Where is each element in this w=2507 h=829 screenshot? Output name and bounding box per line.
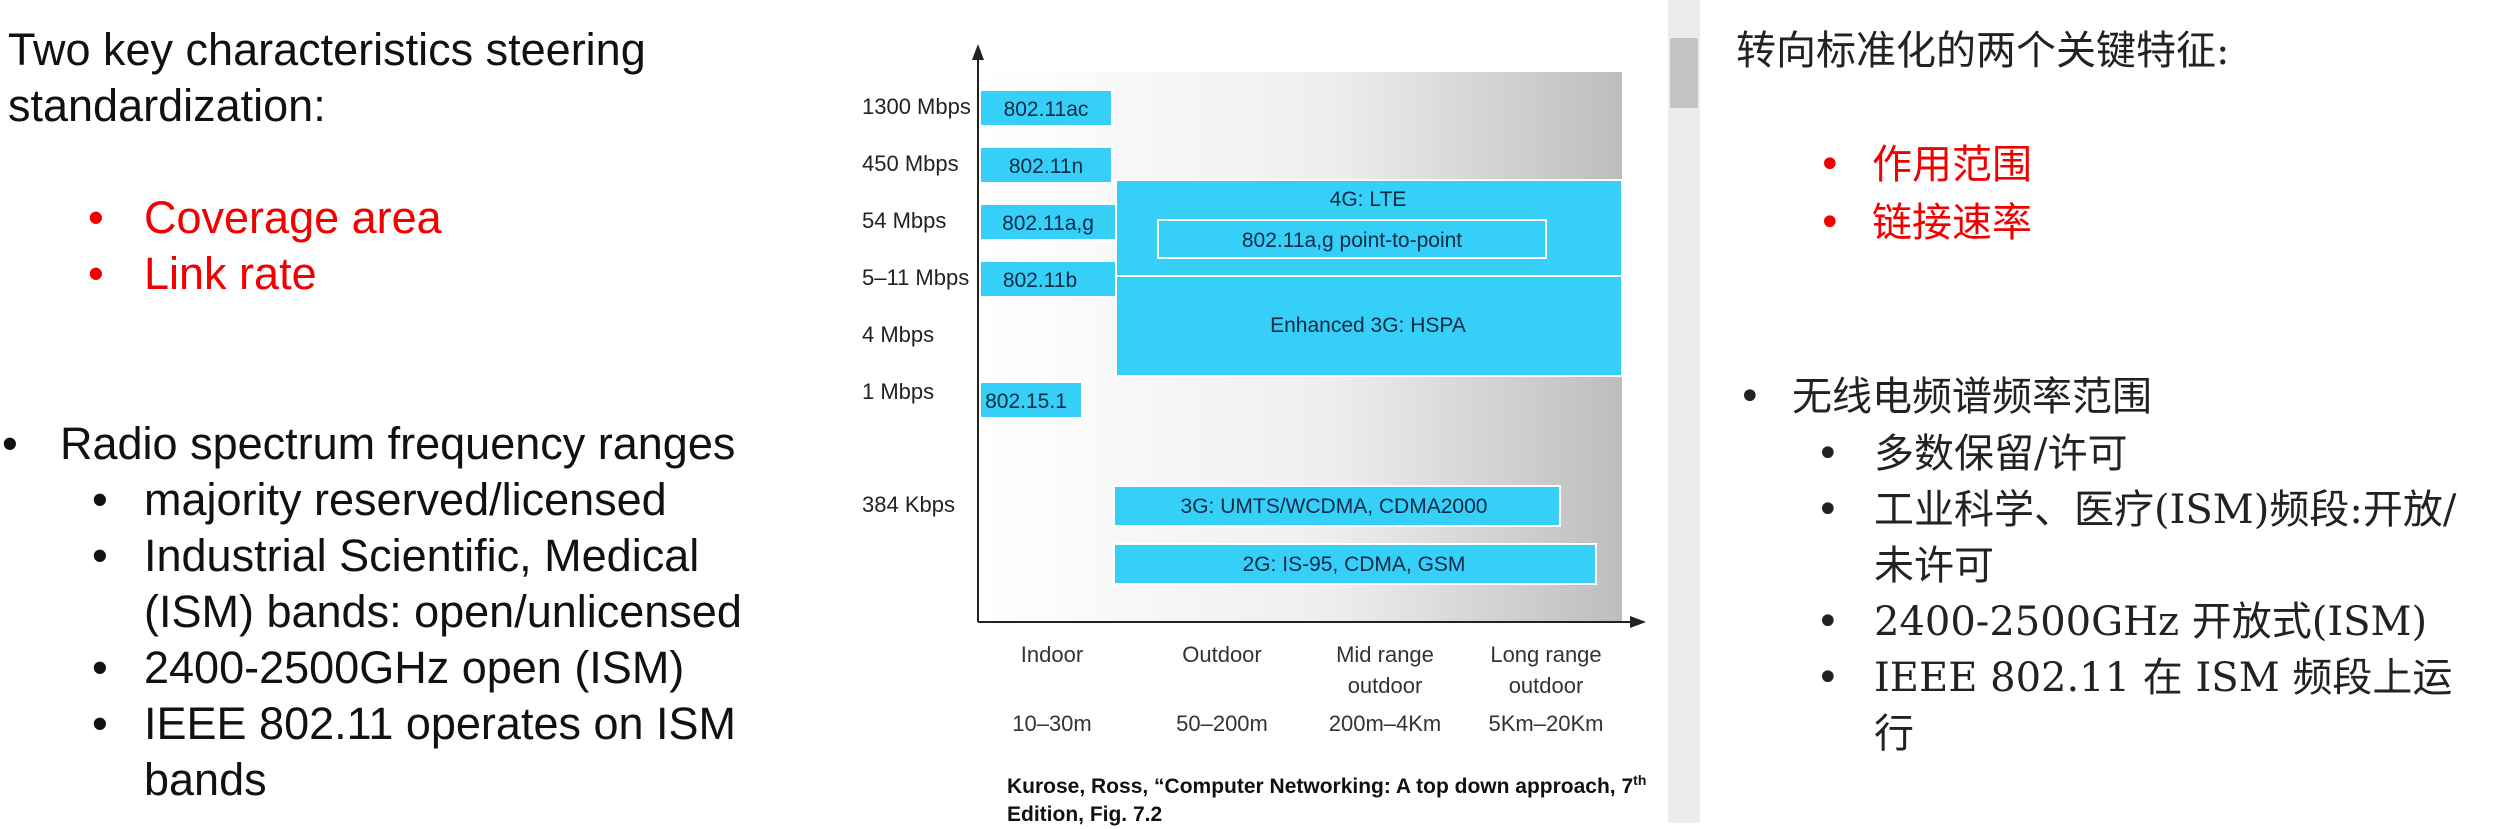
- x-tick-label: Indoor: [1021, 642, 1083, 667]
- bar-2g: [1113, 543, 1597, 585]
- sub-bullet-zh: IEEE 802.11 在 ISM 频段上运行: [1816, 650, 2476, 762]
- chinese-slide: 转向标准化的两个关键特征: 作用范围 链接速率 无线电频谱频率范围 多数保留/许…: [1700, 0, 2507, 823]
- bar-80211ag-point-to-point: [1157, 219, 1547, 259]
- chart-svg: 1300 Mbps 450 Mbps 54 Mbps 5–11 Mbps 4 M…: [862, 44, 1646, 736]
- y-tick-label: 384 Kbps: [862, 492, 955, 517]
- bullet-list-zh: 无线电频谱频率范围: [1736, 368, 2152, 426]
- red-bullet-link-rate: Link rate: [88, 246, 442, 302]
- y-tick-label: 5–11 Mbps: [862, 265, 969, 290]
- bar-label: 3G: UMTS/WCDMA, CDMA2000: [1181, 495, 1488, 518]
- x-range-label: 5Km–20Km: [1489, 711, 1604, 736]
- red-bullet-list: Coverage area Link rate: [88, 190, 442, 302]
- vertical-scrollbar[interactable]: [1668, 0, 1700, 823]
- bar-label: 802.11ac: [1004, 98, 1089, 121]
- slide-heading: Two key characteristics steering standar…: [8, 24, 646, 131]
- bullet-zh: 无线电频谱频率范围: [1736, 368, 2152, 426]
- y-tick-label: 1 Mbps: [862, 379, 934, 404]
- bar-3g-umts: [1113, 485, 1561, 527]
- x-tick-label: Outdoor: [1182, 642, 1262, 667]
- y-tick-label: 450 Mbps: [862, 151, 959, 176]
- sub-bullet: IEEE 802.11 operates on ISM bands: [88, 696, 808, 808]
- bar-80211b: [979, 260, 1117, 298]
- figure-caption: Kurose, Ross, “Computer Networking: A to…: [1007, 766, 1647, 829]
- sub-bullet-zh: 多数保留/许可: [1816, 426, 2476, 482]
- y-tick-label: 54 Mbps: [862, 208, 946, 233]
- x-range-label: 200m–4Km: [1329, 711, 1442, 736]
- red-bullet-zh: 链接速率: [1818, 194, 2032, 252]
- bar-80211ag: [979, 203, 1117, 241]
- sub-bullet: 2400-2500GHz open (ISM): [88, 640, 808, 696]
- red-bullet-zh: 作用范围: [1818, 136, 2032, 194]
- sub-bullet-zh: 工业科学、医疗(ISM)频段:开放/未许可: [1816, 482, 2476, 594]
- y-tick-label: 4 Mbps: [862, 322, 934, 347]
- y-tick-label: 1300 Mbps: [862, 94, 971, 119]
- caption-text: Kurose, Ross, “Computer Networking: A to…: [1007, 775, 1634, 798]
- red-bullet-list-zh: 作用范围 链接速率: [1818, 136, 2032, 252]
- caption-text-end: Edition, Fig. 7.2: [1007, 803, 1163, 826]
- x-tick-label: Long range outdoor: [1490, 642, 1601, 698]
- bar-80211ac: [979, 89, 1113, 127]
- bar-label: 4G: LTE: [1330, 188, 1407, 211]
- x-tick-label: Mid range outdoor: [1336, 642, 1434, 698]
- red-bullet-coverage: Coverage area: [88, 190, 442, 246]
- wireless-standards-chart: 1300 Mbps 450 Mbps 54 Mbps 5–11 Mbps 4 M…: [840, 30, 1670, 823]
- scrollbar-thumb[interactable]: [1670, 38, 1698, 108]
- bullet-radio-spectrum: Radio spectrum frequency ranges: [0, 416, 735, 472]
- bar-label: 802.15.1: [985, 390, 1067, 413]
- bar-80211n: [979, 146, 1113, 184]
- bar-label: 802.11n: [1009, 155, 1083, 178]
- sub-bullet-list-zh: 多数保留/许可 工业科学、医疗(ISM)频段:开放/未许可 2400-2500G…: [1816, 426, 2476, 762]
- bar-label: 802.11b: [1003, 269, 1077, 292]
- bar-enhanced-3g-hspa: [1115, 275, 1623, 377]
- bar-802151: [979, 381, 1083, 419]
- bar-label: 2G: IS-95, CDMA, GSM: [1243, 553, 1466, 576]
- bar-label: 802.11a,g point-to-point: [1242, 229, 1462, 252]
- bar-label: 802.11a,g: [1002, 212, 1094, 235]
- bar-label: Enhanced 3G: HSPA: [1270, 314, 1466, 337]
- english-slide: Two key characteristics steering standar…: [0, 0, 860, 823]
- y-axis-arrow: [972, 44, 984, 60]
- x-axis-arrow: [1630, 616, 1646, 628]
- sub-bullet-zh: 2400-2500GHz 开放式(ISM): [1816, 594, 2476, 650]
- sub-bullet: majority reserved/licensed: [88, 472, 808, 528]
- x-range-label: 50–200m: [1176, 711, 1268, 736]
- x-range-label: 10–30m: [1012, 711, 1092, 736]
- bullet-list: Radio spectrum frequency ranges: [0, 416, 735, 472]
- caption-superscript: th: [1633, 772, 1647, 788]
- sub-bullet-list: majority reserved/licensed Industrial Sc…: [88, 472, 808, 808]
- sub-bullet: Industrial Scientific, Medical (ISM) ban…: [88, 528, 808, 640]
- slide-heading-zh: 转向标准化的两个关键特征:: [1736, 28, 2230, 74]
